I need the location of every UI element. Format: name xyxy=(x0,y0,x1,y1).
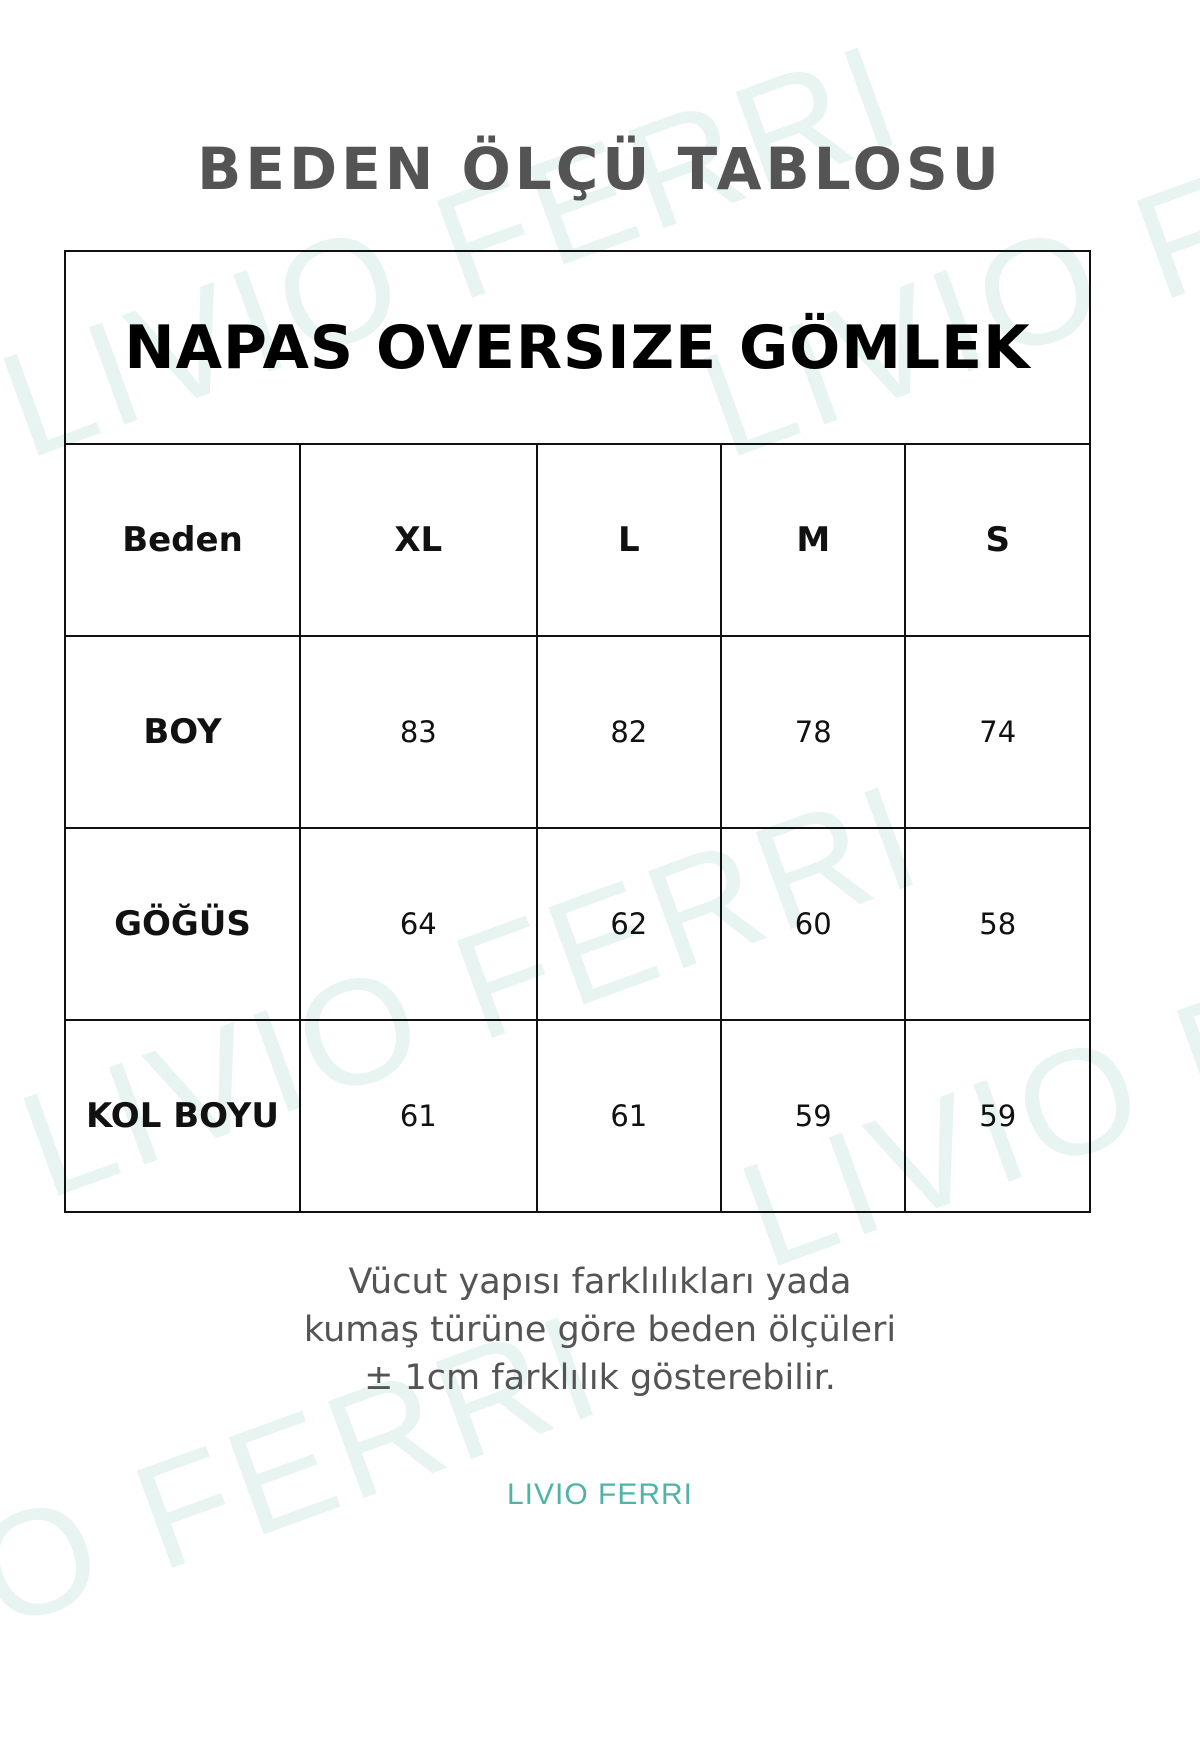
cell: 64 xyxy=(299,827,538,1021)
table-row: GÖĞÜS 64 62 60 58 xyxy=(64,827,1091,1021)
cell: 59 xyxy=(720,1019,907,1213)
size-header: L xyxy=(535,443,723,637)
cell: 59 xyxy=(904,1019,1091,1213)
cell: 60 xyxy=(720,827,907,1021)
product-name: NAPAS OVERSIZE GÖMLEK xyxy=(64,250,1091,445)
cell: 61 xyxy=(535,1019,723,1213)
row-label: KOL BOYU xyxy=(64,1019,301,1213)
header-label: Beden xyxy=(64,443,301,637)
page-title: BEDEN ÖLÇÜ TABLOSU xyxy=(197,135,1003,203)
cell: 58 xyxy=(904,827,1091,1021)
table-header-row: Beden XL L M S xyxy=(64,443,1091,637)
size-header: XL xyxy=(299,443,538,637)
cell: 62 xyxy=(535,827,723,1021)
size-table: NAPAS OVERSIZE GÖMLEK Beden XL L M S BOY… xyxy=(64,250,1091,1213)
table-row: KOL BOYU 61 61 59 59 xyxy=(64,1019,1091,1213)
size-header: S xyxy=(904,443,1091,637)
table-row: BOY 83 82 78 74 xyxy=(64,635,1091,829)
cell: 74 xyxy=(904,635,1091,829)
row-label: BOY xyxy=(64,635,301,829)
cell: 83 xyxy=(299,635,538,829)
disclaimer-note: Vücut yapısı farklılıkları yada kumaş tü… xyxy=(303,1262,897,1398)
cell: 82 xyxy=(535,635,723,829)
cell: 78 xyxy=(720,635,907,829)
cell: 61 xyxy=(299,1019,538,1213)
row-label: GÖĞÜS xyxy=(64,827,301,1021)
size-header: M xyxy=(720,443,907,637)
brand-logo: LIVIO FERRI xyxy=(506,1478,694,1511)
